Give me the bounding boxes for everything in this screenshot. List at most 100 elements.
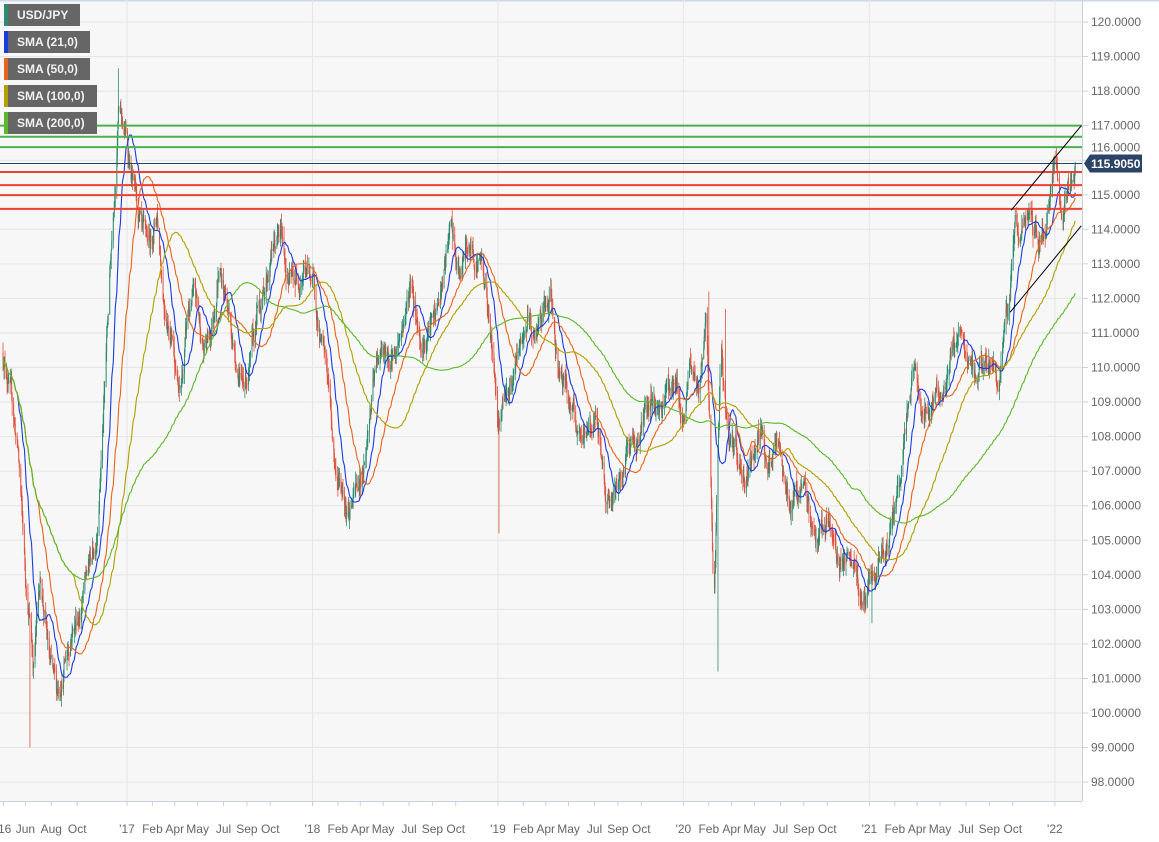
candle-body bbox=[1010, 270, 1012, 283]
candle-body bbox=[558, 371, 560, 380]
trendlines[interactable] bbox=[1009, 125, 1082, 313]
candle-body bbox=[18, 460, 20, 469]
x-tick-label: '19 bbox=[490, 822, 506, 836]
candle-body bbox=[312, 275, 313, 282]
candle-body bbox=[863, 598, 865, 606]
candle-body bbox=[878, 557, 880, 559]
candle-body bbox=[342, 490, 344, 495]
candle-body bbox=[743, 474, 745, 478]
candle-body bbox=[430, 317, 432, 324]
x-tick-label: Feb bbox=[884, 822, 905, 836]
candle-body bbox=[276, 238, 278, 248]
candle-body bbox=[377, 354, 378, 358]
candle-body bbox=[786, 487, 788, 488]
candle-body bbox=[781, 451, 783, 466]
candle-body bbox=[130, 161, 132, 180]
legend-label: SMA (21,0) bbox=[17, 35, 78, 49]
candle-body bbox=[406, 304, 407, 308]
candle-body bbox=[895, 498, 897, 507]
candle-body bbox=[88, 559, 90, 563]
candle-body bbox=[902, 457, 904, 466]
candle-body bbox=[966, 355, 968, 360]
candle-body bbox=[1014, 223, 1016, 233]
candle-body bbox=[970, 359, 971, 365]
x-tick-label: Sep bbox=[793, 822, 815, 836]
candle-body bbox=[857, 584, 859, 591]
candle-body bbox=[904, 432, 906, 435]
candle-body bbox=[568, 393, 570, 404]
candle-body bbox=[629, 446, 631, 451]
candle-body bbox=[728, 422, 730, 437]
candle-body bbox=[72, 628, 74, 633]
y-tick-label: 104.0000 bbox=[1091, 568, 1141, 582]
legend-item-usdjpy[interactable]: USD/JPY bbox=[4, 4, 81, 26]
candle-body bbox=[125, 130, 127, 132]
candle-body bbox=[838, 556, 840, 566]
candle-body bbox=[725, 397, 727, 412]
candle-body bbox=[793, 489, 795, 497]
y-tick-label: 119.0000 bbox=[1091, 50, 1140, 64]
candle-body bbox=[145, 227, 147, 234]
candle-body bbox=[512, 384, 514, 386]
legend-item-sma-100[interactable]: SMA (100,0) bbox=[4, 85, 97, 107]
candle-body bbox=[1031, 210, 1033, 217]
candle-body bbox=[284, 252, 285, 261]
candle-body bbox=[323, 341, 325, 343]
legend-item-sma-21[interactable]: SMA (21,0) bbox=[4, 31, 90, 53]
candle-body bbox=[1039, 235, 1041, 244]
candle-body bbox=[79, 619, 81, 620]
candle-body bbox=[230, 323, 232, 335]
candle-body bbox=[263, 286, 265, 294]
candle-body bbox=[216, 290, 218, 303]
candle-body bbox=[269, 265, 271, 267]
trendline bbox=[1009, 225, 1082, 313]
x-tick-label: Feb bbox=[698, 822, 719, 836]
candle-body bbox=[738, 464, 740, 470]
candle-body bbox=[324, 348, 326, 350]
candle-body bbox=[53, 665, 55, 667]
x-tick-label: Sep bbox=[422, 822, 444, 836]
candle-body bbox=[291, 271, 293, 274]
candle-body bbox=[637, 439, 639, 442]
candle-body bbox=[714, 573, 716, 588]
candle-body bbox=[2, 352, 4, 360]
candle-body bbox=[100, 472, 102, 481]
candle-body bbox=[39, 578, 41, 594]
candle-body bbox=[383, 349, 385, 356]
candle-body bbox=[356, 483, 358, 491]
candle-body bbox=[212, 317, 214, 320]
candle-body bbox=[998, 389, 1000, 392]
candle-body bbox=[168, 327, 170, 331]
candle-body bbox=[711, 522, 713, 551]
candle-body bbox=[8, 380, 10, 382]
candle-body bbox=[675, 383, 677, 384]
candle-body bbox=[111, 240, 113, 250]
candle-body bbox=[166, 318, 168, 328]
candle-body bbox=[605, 502, 607, 505]
candle-body bbox=[1045, 236, 1047, 239]
candle-body bbox=[141, 211, 143, 221]
horizontal-levels[interactable] bbox=[0, 124, 1082, 210]
candle-body bbox=[960, 329, 962, 331]
candle-body bbox=[561, 370, 562, 376]
candle-body bbox=[819, 525, 821, 536]
candle-body bbox=[872, 572, 874, 573]
candle-body bbox=[853, 561, 855, 564]
candle-body bbox=[881, 546, 883, 552]
candle-body bbox=[146, 234, 148, 242]
candle-body bbox=[701, 357, 703, 367]
candle-body bbox=[267, 280, 269, 283]
candle-body bbox=[75, 618, 77, 625]
candle-body bbox=[170, 330, 172, 338]
legend-item-sma-50[interactable]: SMA (50,0) bbox=[4, 58, 90, 80]
legend-item-sma-200[interactable]: SMA (200,0) bbox=[4, 112, 97, 134]
candle-body bbox=[13, 419, 15, 422]
candle-body bbox=[718, 434, 719, 451]
candle-body bbox=[219, 272, 221, 278]
candle-body bbox=[43, 606, 45, 615]
candle-body bbox=[32, 655, 34, 669]
candle-body bbox=[250, 350, 251, 356]
candle-body bbox=[1009, 297, 1011, 315]
candle-body bbox=[810, 522, 812, 527]
